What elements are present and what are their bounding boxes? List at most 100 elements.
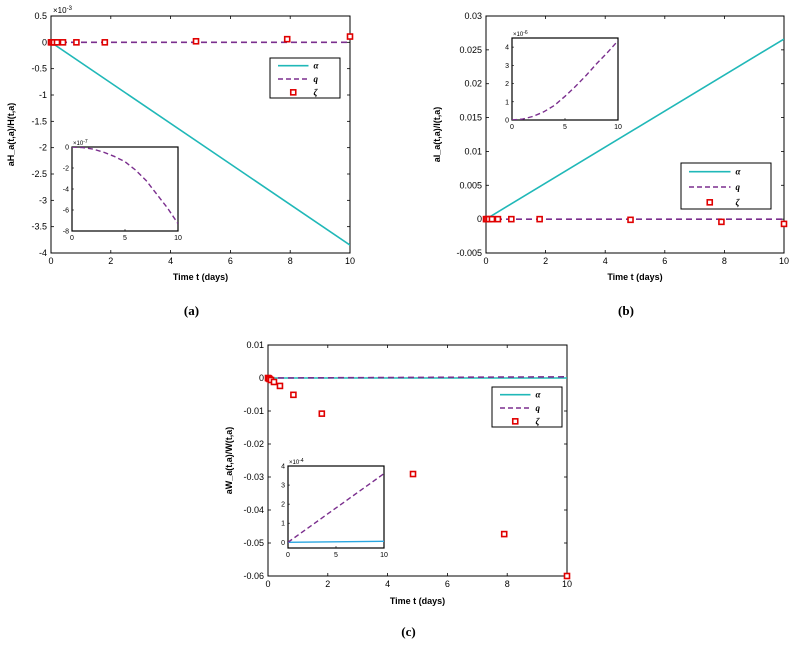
legend-label: α [314, 61, 320, 71]
inset-c: 0 5 10 0 1 2 3 4 ×10-4 [281, 458, 388, 559]
x-axis-label: Time t (days) [173, 272, 228, 282]
x-axis-label: Time t (days) [607, 272, 662, 282]
inset-b: 0 5 10 0 1 2 3 4 ×10-6 [505, 30, 622, 131]
panel-label-a: (a) [184, 303, 199, 318]
y-tick-label: 0.01 [464, 146, 482, 156]
inset-x-tick-label: 10 [174, 235, 182, 242]
panel-b: 0 2 4 6 8 10-0.00500.0050.010.0150.020.0250.0… [432, 11, 789, 318]
panel-label-b: (b) [618, 303, 634, 318]
inset-y-tick-label: 3 [505, 63, 509, 70]
series-line-alpha [486, 38, 784, 220]
x-tick-label: 6 [228, 256, 233, 266]
inset-x-tick-label: 0 [510, 124, 514, 131]
y-tick-label: -0.06 [243, 571, 264, 581]
x-tick-label: 6 [445, 579, 450, 589]
x-axis-label: Time t (days) [390, 596, 445, 606]
x-tick-label: 4 [168, 256, 173, 266]
legend-label: q [736, 182, 741, 192]
y-tick-label: 0.02 [464, 79, 482, 89]
inset-y-tick-label: 3 [281, 483, 285, 490]
marker-zeta [318, 410, 326, 417]
y-tick-label: -0.01 [243, 406, 264, 416]
x-tick-label: 4 [603, 256, 608, 266]
marker-zeta [53, 39, 61, 46]
marker-zeta [488, 215, 496, 223]
legend-label: q [536, 403, 541, 413]
inset-y-tick-label: 1 [505, 99, 509, 106]
inset-y-tick-label: 1 [281, 521, 285, 528]
x-tick-label: 10 [779, 256, 789, 266]
marker-zeta [101, 39, 109, 46]
inset-box [71, 146, 179, 232]
y-axis-label: aI_a(t,a)/I(t,a) [432, 107, 442, 163]
y-tick-label: 0.01 [246, 340, 264, 350]
y-tick-label: -0.005 [456, 248, 482, 258]
marker-zeta [270, 378, 278, 386]
y-tick-label: -0.05 [243, 538, 264, 548]
inset-box [511, 37, 619, 121]
inset-series-line [288, 473, 384, 543]
inset-series-line [512, 40, 618, 120]
legend-c: αqζ [491, 386, 563, 428]
x-tick-label: 10 [562, 579, 572, 589]
x-tick-label: 8 [288, 256, 293, 266]
legend-marker [706, 199, 714, 206]
y-axis-label: aW_a(t,a)/W(t,a) [224, 427, 234, 495]
y-tick-label: -1 [39, 90, 47, 100]
y-tick-label: 0 [477, 214, 482, 224]
marker-zeta [718, 218, 725, 226]
inset-x-tick-label: 10 [380, 552, 388, 559]
inset-y-tick-label: 4 [281, 464, 285, 471]
y-tick-label: 0.015 [459, 113, 482, 123]
inset-x-tick-label: 5 [123, 235, 127, 242]
y-tick-label: -2 [39, 143, 47, 153]
legend-label: ζ [314, 87, 319, 97]
inset-y-tick-label: -2 [63, 166, 69, 173]
x-tick-label: 8 [505, 579, 510, 589]
x-tick-label: 10 [345, 256, 355, 266]
x-tick-label: 8 [722, 256, 727, 266]
marker-zeta [59, 39, 67, 46]
inset-y-exponent-power: -6 [523, 30, 528, 36]
y-exponent: ×10-3 [53, 6, 73, 15]
marker-zeta [346, 33, 354, 40]
y-tick-label: 0.03 [464, 11, 482, 21]
panel-a: 0 2 4 6 8 10 -4 -3.5 -3 -2.5 -2 -1.5 -1 -0.5 0 0.5 ×10-3… [6, 6, 355, 318]
inset-y-tick-label: 2 [505, 81, 509, 88]
y-tick-label: 0.025 [459, 45, 482, 55]
marker-zeta [192, 37, 200, 45]
inset-x-tick-label: 0 [286, 552, 290, 559]
marker-zeta [73, 39, 80, 46]
marker-zeta [494, 215, 502, 223]
inset-y-exponent: ×10-4 [289, 458, 304, 466]
y-tick-label: -3.5 [31, 222, 47, 232]
inset-y-tick-label: -8 [63, 229, 69, 236]
inset-series-line [288, 540, 384, 543]
marker-zeta [276, 382, 284, 390]
x-tick-label: 2 [108, 256, 113, 266]
inset-x-tick-label: 10 [614, 124, 622, 131]
y-tick-label: -0.02 [243, 439, 264, 449]
x-tick-label: 4 [385, 579, 390, 589]
y-tick-label: -1.5 [31, 116, 47, 126]
y-tick-label: -0.03 [243, 472, 264, 482]
inset-x-tick-label: 5 [563, 124, 567, 131]
y-tick-label: 0.5 [34, 11, 47, 21]
x-tick-label: 0 [48, 256, 53, 266]
y-tick-label: 0 [259, 373, 264, 383]
legend-label: q [314, 74, 319, 84]
y-axis-label: aH_a(t,a)/H(t,a) [6, 103, 16, 167]
legend-marker [289, 89, 297, 96]
marker-zeta [500, 530, 508, 538]
legend-box [269, 57, 341, 99]
marker-zeta [409, 470, 417, 478]
marker-zeta [627, 216, 634, 224]
x-tick-label: 2 [543, 256, 548, 266]
y-tick-label: 0.005 [459, 180, 482, 190]
panel-label-c: (c) [401, 624, 415, 639]
inset-y-tick-label: -4 [63, 187, 69, 194]
inset-y-tick-label: 0 [281, 540, 285, 547]
legend-marker [511, 418, 519, 425]
legend-box [491, 386, 563, 428]
